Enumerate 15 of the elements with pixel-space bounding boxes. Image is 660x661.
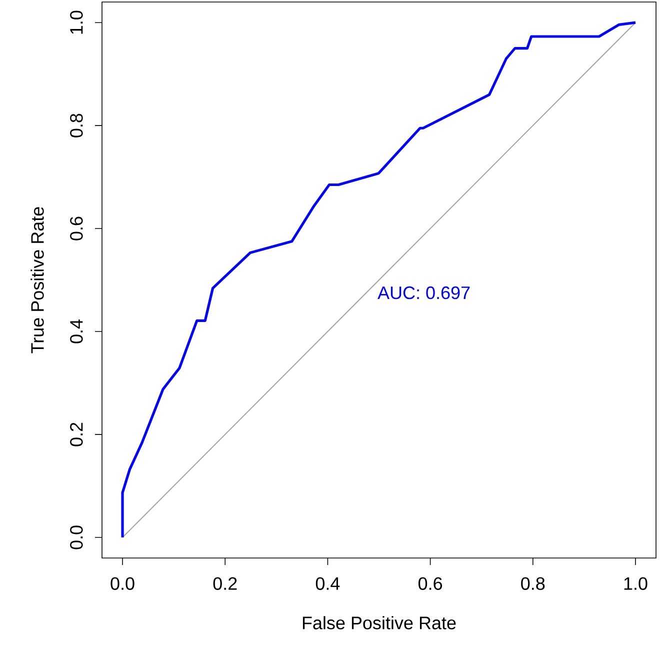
y-tick-label: 0.8 xyxy=(70,114,83,138)
x-tick-label: 0.8 xyxy=(521,577,545,590)
y-axis-title: True Positive Rate xyxy=(30,207,44,354)
annotation: AUC: 0.697 xyxy=(378,286,470,300)
x-tick-label: 0.4 xyxy=(316,577,340,590)
x-axis-title: False Positive Rate xyxy=(302,616,456,630)
y-tick-label: 0.4 xyxy=(70,319,83,344)
x-tick-label: 1.0 xyxy=(624,577,648,590)
y-tick-label: 0.2 xyxy=(70,422,83,446)
x-tick-label: 0.6 xyxy=(418,577,442,590)
y-tick-label: 1.0 xyxy=(70,10,83,34)
y-tick-label: 0.0 xyxy=(70,526,83,550)
x-tick-label: 0.2 xyxy=(213,577,237,590)
x-tick-label: 0.0 xyxy=(110,577,134,590)
y-tick-label: 0.6 xyxy=(70,216,83,240)
